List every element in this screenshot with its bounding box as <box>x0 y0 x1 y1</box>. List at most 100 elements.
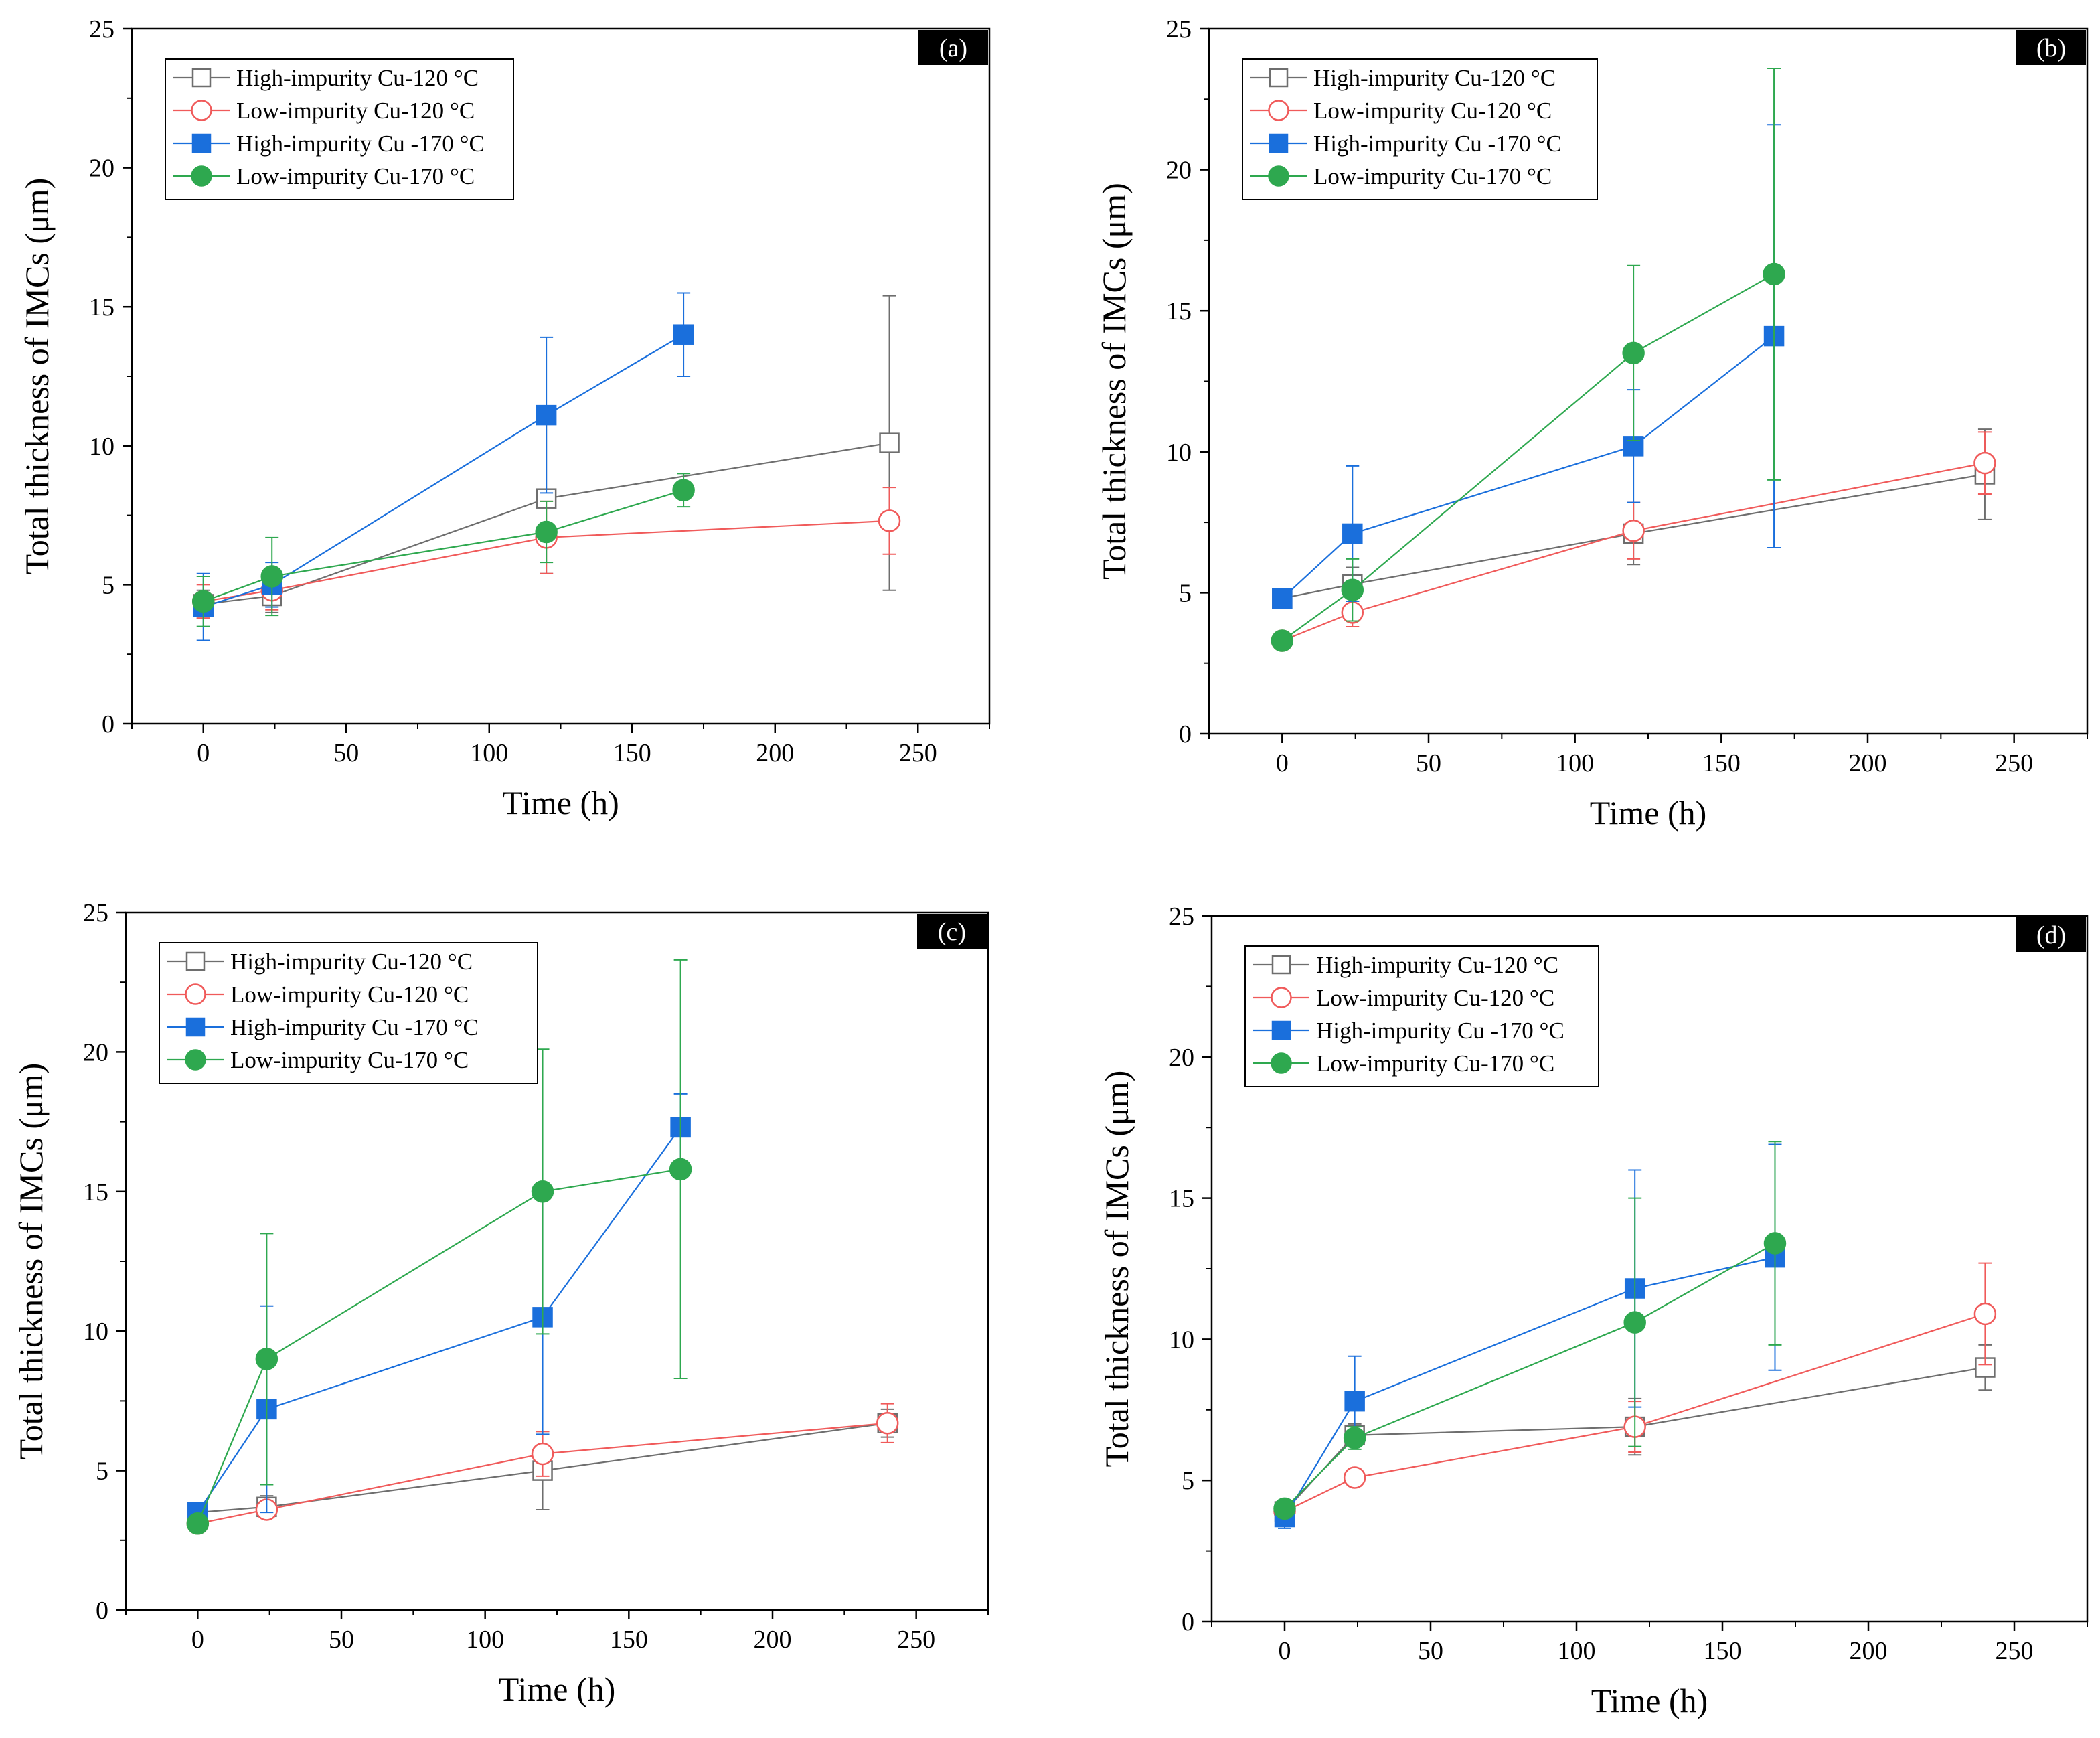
x-tick-label: 50 <box>329 1626 354 1654</box>
legend-marker <box>1271 987 1292 1008</box>
panel-label: (a) <box>939 34 967 62</box>
legend-label: Low-impurity Cu-170 °C <box>1316 1050 1554 1077</box>
x-axis-title: Time (h) <box>502 784 619 821</box>
panel-tag: (d) <box>2016 917 2086 952</box>
y-tick-label: 10 <box>89 432 114 461</box>
x-tick-label: 150 <box>1704 1637 1742 1665</box>
x-axis-title: Time (h) <box>1591 1682 1708 1719</box>
x-tick-label: 0 <box>1276 749 1289 777</box>
x-tick-label: 0 <box>197 739 210 767</box>
legend-item: High-impurity Cu -170 °C <box>167 1014 479 1040</box>
legend-box <box>1242 58 1598 200</box>
legend-label: High-impurity Cu -170 °C <box>236 131 485 157</box>
data-point <box>1271 629 1294 652</box>
legend-item: High-impurity Cu-120 °C <box>167 949 473 975</box>
y-tick-label: 15 <box>1169 1185 1194 1213</box>
legend-item: Low-impurity Cu-120 °C <box>1253 985 1554 1011</box>
y-axis-title: Total thickness of IMCs (μm) <box>1095 183 1133 580</box>
y-tick-label: 20 <box>89 155 114 183</box>
data-point <box>536 404 557 426</box>
panel-label: (c) <box>938 918 966 946</box>
x-axis-title: Time (h) <box>499 1670 616 1708</box>
data-point <box>876 1411 899 1435</box>
legend: High-impurity Cu-120 °C Low-impurity Cu-1… <box>159 942 538 1084</box>
series-4 <box>192 473 695 627</box>
x-tick-label: 50 <box>1416 749 1441 777</box>
x-tick-label: 50 <box>333 739 359 767</box>
data-point <box>672 479 695 501</box>
legend-label: Low-impurity Cu-170 °C <box>236 163 475 189</box>
y-tick-label: 10 <box>1169 1326 1194 1354</box>
legend-marker <box>185 1049 206 1071</box>
y-tick-label: 25 <box>1166 15 1192 44</box>
legend-label: High-impurity Cu-120 °C <box>1316 952 1558 978</box>
data-point <box>1973 451 1996 475</box>
x-tick-label: 0 <box>191 1626 204 1654</box>
series-line <box>1284 1313 1986 1512</box>
series-line <box>203 489 684 603</box>
x-tick-label: 150 <box>613 739 651 767</box>
legend-label: High-impurity Cu -170 °C <box>230 1014 479 1040</box>
legend-item: High-impurity Cu-120 °C <box>173 65 479 91</box>
legend-marker <box>1268 100 1289 121</box>
data-point <box>260 565 283 588</box>
y-axis-title: Total thickness of IMCs (μm) <box>12 1063 50 1460</box>
legend-marker <box>185 1017 206 1037</box>
legend-item: High-impurity Cu-120 °C <box>1250 65 1556 91</box>
data-point <box>531 1442 554 1466</box>
y-tick-label: 0 <box>96 1597 108 1625</box>
x-tick-label: 250 <box>899 739 937 767</box>
data-point <box>1763 262 1785 286</box>
legend-marker <box>1269 133 1289 153</box>
series-3 <box>187 1093 691 1523</box>
legend-marker <box>1271 955 1291 975</box>
x-tick-label: 100 <box>1558 1637 1596 1665</box>
y-tick-label: 15 <box>83 1178 108 1206</box>
y-tick-label: 15 <box>89 293 114 321</box>
data-point <box>1763 1232 1787 1255</box>
legend: High-impurity Cu-120 °C Low-impurity Cu-1… <box>1244 945 1599 1087</box>
series-line <box>1281 462 1986 642</box>
panel-tag-box <box>2016 917 2086 952</box>
x-tick-label: 250 <box>1996 1637 2034 1665</box>
series-line <box>197 1422 888 1514</box>
data-point <box>878 509 901 532</box>
data-point <box>879 432 900 453</box>
series-line <box>1284 1243 1776 1510</box>
series-4 <box>1273 1141 1787 1520</box>
panel-tag-box <box>917 914 987 949</box>
x-tick-label: 150 <box>1702 749 1741 777</box>
series-line <box>197 1168 681 1524</box>
panel-a: 0 50 100 150 200 250 0 5 10 15 20 25 Time (h) Total t… <box>18 15 991 821</box>
y-tick-label: 5 <box>96 1457 108 1486</box>
panel-d: 0 50 100 150 200 250 0 5 10 15 20 25 Time (h) Total t… <box>1098 902 2089 1719</box>
y-tick-label: 10 <box>83 1318 108 1346</box>
series-line <box>197 1127 681 1513</box>
y-tick-label: 25 <box>89 15 114 44</box>
legend-marker <box>185 951 206 971</box>
series-line <box>203 333 684 608</box>
x-tick-label: 100 <box>470 739 508 767</box>
y-axis-title: Total thickness of IMCs (μm) <box>1098 1071 1135 1468</box>
y-tick-label: 25 <box>83 899 108 927</box>
legend-label: High-impurity Cu-120 °C <box>1313 65 1556 91</box>
legend-item: Low-impurity Cu-170 °C <box>1250 163 1552 189</box>
x-tick-label: 50 <box>1418 1637 1443 1665</box>
series-line <box>1284 1257 1775 1518</box>
data-point <box>1973 1302 1997 1326</box>
x-tick-label: 200 <box>1849 749 1887 777</box>
data-point <box>255 1348 278 1370</box>
panel-tag: (c) <box>917 914 987 949</box>
legend-item: Low-impurity Cu-170 °C <box>173 163 475 189</box>
series-line <box>1282 473 1986 599</box>
series-4 <box>186 959 692 1535</box>
data-point <box>192 590 215 613</box>
legend-label: High-impurity Cu-120 °C <box>236 65 479 91</box>
x-tick-label: 200 <box>756 739 794 767</box>
data-point <box>1273 1497 1296 1520</box>
series-line <box>1281 273 1775 641</box>
panel-tag: (b) <box>2016 30 2086 65</box>
x-tick-label: 200 <box>1850 1637 1888 1665</box>
series-4 <box>1271 67 1785 652</box>
